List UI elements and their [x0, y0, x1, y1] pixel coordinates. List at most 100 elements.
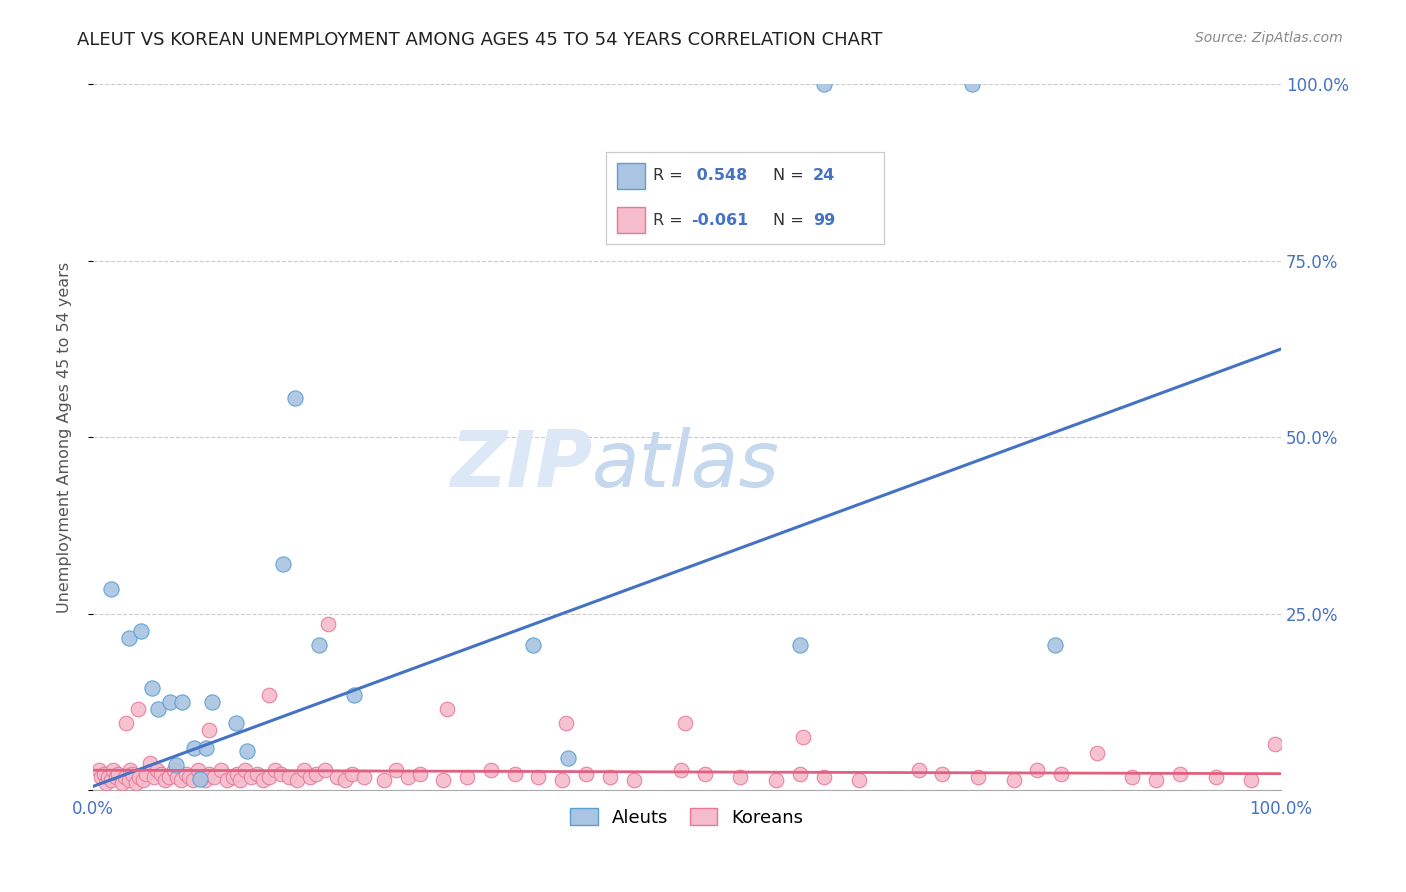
Point	[308, 638, 330, 652]
Point	[104, 770, 127, 784]
Point	[730, 770, 752, 784]
Point	[305, 766, 328, 780]
Point	[183, 740, 205, 755]
Point	[240, 770, 263, 784]
Point	[1205, 770, 1227, 784]
Point	[385, 763, 408, 777]
Point	[693, 766, 716, 780]
Point	[1085, 746, 1108, 760]
Point	[229, 772, 252, 787]
Text: R =: R =	[654, 168, 689, 183]
Point	[409, 766, 432, 780]
Point	[128, 770, 150, 784]
Point	[1144, 772, 1167, 787]
Point	[198, 766, 221, 780]
Point	[127, 702, 149, 716]
Point	[522, 638, 544, 652]
Text: R =: R =	[654, 213, 689, 228]
Text: ZIP: ZIP	[450, 427, 592, 503]
Point	[257, 770, 280, 784]
Point	[270, 766, 292, 780]
Text: 24: 24	[813, 168, 835, 183]
Point	[299, 770, 322, 784]
Point	[263, 763, 285, 777]
Point	[527, 770, 550, 784]
Point	[170, 772, 193, 787]
Point	[789, 638, 811, 652]
Point	[967, 770, 990, 784]
Point	[146, 763, 169, 777]
Point	[333, 772, 356, 787]
Point	[225, 715, 247, 730]
Point	[222, 770, 245, 784]
Point	[139, 756, 162, 771]
Point	[141, 681, 163, 695]
Point	[142, 770, 165, 784]
Point	[149, 766, 172, 780]
Point	[599, 770, 621, 784]
Point	[479, 763, 502, 777]
Point	[159, 695, 181, 709]
Point	[316, 617, 339, 632]
Bar	[617, 207, 645, 234]
Point	[194, 740, 217, 755]
Point	[960, 78, 983, 92]
Point	[225, 766, 247, 780]
Point	[848, 772, 870, 787]
Point	[190, 770, 212, 784]
Point	[907, 763, 929, 777]
Point	[118, 763, 141, 777]
Point	[1050, 766, 1073, 780]
Point	[673, 715, 696, 730]
Point	[931, 766, 953, 780]
Point	[179, 770, 201, 784]
Point	[93, 766, 115, 780]
Point	[456, 770, 478, 784]
Point	[765, 772, 787, 787]
Point	[132, 772, 155, 787]
Point	[551, 772, 574, 787]
Point	[554, 715, 576, 730]
Point	[813, 78, 835, 92]
Point	[135, 766, 157, 780]
Point	[353, 770, 375, 784]
Point	[148, 702, 170, 716]
Point	[202, 770, 225, 784]
Point	[181, 772, 204, 787]
Point	[252, 772, 274, 787]
Point	[94, 776, 117, 790]
Point	[103, 763, 125, 777]
Point	[100, 772, 122, 787]
Point	[114, 770, 136, 784]
Y-axis label: Unemployment Among Ages 45 to 54 years: Unemployment Among Ages 45 to 54 years	[58, 261, 72, 613]
Point	[174, 766, 197, 780]
Point	[373, 772, 395, 787]
Point	[163, 763, 186, 777]
Point	[233, 763, 256, 777]
Point	[118, 772, 141, 787]
Point	[436, 702, 458, 716]
Point	[201, 695, 224, 709]
Text: ALEUT VS KOREAN UNEMPLOYMENT AMONG AGES 45 TO 54 YEARS CORRELATION CHART: ALEUT VS KOREAN UNEMPLOYMENT AMONG AGES …	[77, 31, 883, 49]
Point	[623, 772, 645, 787]
Point	[1240, 772, 1263, 787]
Point	[121, 766, 143, 780]
Point	[118, 632, 141, 646]
Point	[236, 744, 259, 758]
Point	[314, 763, 336, 777]
Point	[325, 770, 347, 784]
Point	[188, 772, 211, 787]
Legend: Aleuts, Koreans: Aleuts, Koreans	[564, 800, 811, 834]
Point	[1045, 638, 1067, 652]
Point	[284, 392, 307, 406]
Point	[792, 730, 814, 744]
Point	[194, 772, 217, 787]
Point	[125, 776, 148, 790]
Point	[155, 772, 177, 787]
Point	[557, 751, 579, 765]
Point	[789, 766, 811, 780]
Point	[165, 758, 187, 772]
Bar	[617, 163, 645, 189]
Point	[129, 624, 152, 639]
Point	[396, 770, 419, 784]
